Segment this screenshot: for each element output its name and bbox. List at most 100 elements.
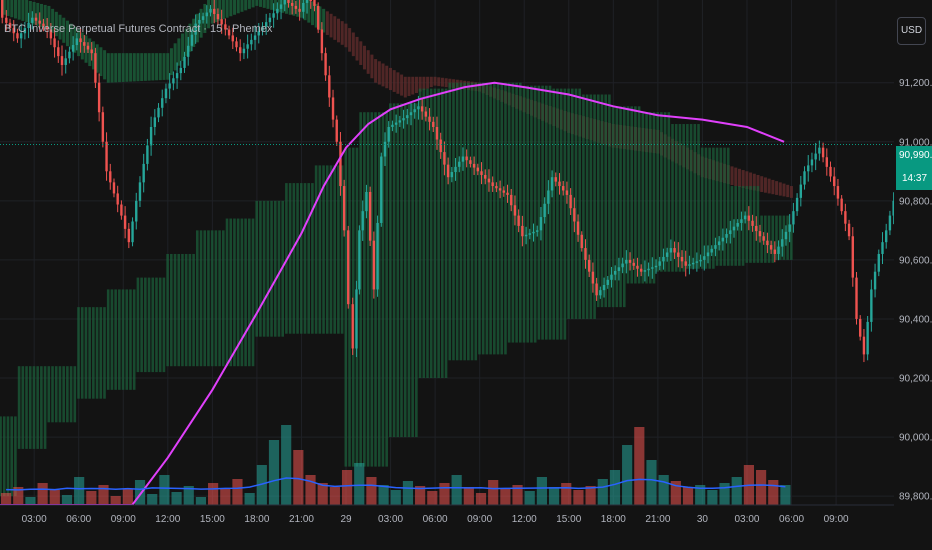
volume-bar bbox=[573, 490, 584, 505]
volume-bar bbox=[268, 440, 280, 505]
band-bar bbox=[463, 82, 466, 361]
band-bar bbox=[582, 94, 585, 319]
band-bar bbox=[151, 277, 155, 373]
band-bar bbox=[10, 416, 13, 497]
volume-ma-line bbox=[6, 477, 786, 491]
cloud-bar bbox=[771, 179, 775, 195]
chart-title: BTC Inverse Perpetual Futures Contract ·… bbox=[4, 23, 273, 35]
time-axis[interactable]: 03:00 06:00 09:00 12:00 15:00 18:00 21:00 29 03:… bbox=[22, 514, 849, 525]
candle-body bbox=[613, 270, 617, 275]
volume-bar bbox=[597, 479, 608, 505]
candle-body bbox=[543, 203, 546, 218]
cloud-bar bbox=[73, 26, 77, 53]
band-bar bbox=[526, 85, 530, 343]
cloud-bar bbox=[184, 28, 188, 57]
band-bar bbox=[155, 277, 158, 373]
x-tick-label: 21:00 bbox=[289, 514, 314, 525]
cloud-bar bbox=[65, 20, 69, 47]
cloud-bar bbox=[266, 0, 270, 9]
candle-body bbox=[721, 237, 725, 242]
x-tick-label: 09:00 bbox=[824, 514, 849, 525]
candle-body bbox=[355, 289, 358, 349]
band-bar bbox=[314, 165, 318, 334]
band-bar bbox=[106, 289, 110, 390]
cloud-bar bbox=[203, 3, 207, 33]
volume-bar bbox=[561, 483, 572, 505]
candle-body bbox=[376, 222, 379, 290]
band-bar bbox=[114, 289, 117, 390]
volume-bar bbox=[134, 480, 146, 505]
candle-body bbox=[636, 265, 639, 269]
cloud-bar bbox=[277, 0, 281, 12]
candle-body bbox=[235, 41, 238, 48]
cloud-bar bbox=[749, 172, 753, 190]
band-bar bbox=[233, 218, 236, 367]
candle-body bbox=[751, 220, 754, 226]
cloud-bar bbox=[117, 53, 121, 83]
cloud-bar bbox=[207, 0, 211, 29]
cloud-bar bbox=[221, 0, 225, 20]
candle-body bbox=[294, 5, 298, 9]
cloud-bar bbox=[129, 53, 133, 82]
x-tick-label: 09:00 bbox=[111, 514, 136, 525]
candle-body bbox=[387, 126, 390, 142]
cloud-bar bbox=[396, 72, 400, 94]
candle-body bbox=[5, 17, 8, 23]
volume-bar bbox=[402, 481, 414, 505]
candle-body bbox=[784, 231, 788, 240]
band-bar bbox=[455, 82, 459, 361]
cloud-bar bbox=[106, 53, 110, 83]
candle-body bbox=[398, 120, 402, 123]
candle-body bbox=[413, 109, 416, 113]
volume-bar bbox=[512, 485, 523, 505]
band-bar bbox=[140, 277, 143, 373]
candle-body bbox=[380, 156, 383, 223]
band-bar bbox=[548, 85, 552, 340]
candle-body bbox=[870, 289, 873, 322]
candle-body bbox=[825, 157, 829, 167]
band-bar bbox=[567, 88, 570, 319]
candle-body bbox=[665, 252, 669, 257]
band-bar bbox=[611, 106, 615, 308]
candle-body bbox=[688, 264, 691, 266]
band-bar bbox=[645, 112, 648, 284]
band-bar bbox=[32, 366, 36, 449]
cloud-bar bbox=[99, 47, 103, 77]
x-tick-label: 03:00 bbox=[378, 514, 403, 525]
band-bar bbox=[273, 200, 277, 337]
band-bar bbox=[648, 112, 652, 284]
x-tick-label: 12:00 bbox=[155, 514, 180, 525]
candle-body bbox=[227, 29, 231, 36]
band-bar bbox=[678, 124, 682, 272]
band-bar bbox=[578, 88, 582, 319]
price-axis[interactable]: 91,200.0 91,000.0 90,800.0 90,600.0 90,400.0… bbox=[899, 78, 932, 502]
band-bar bbox=[374, 112, 377, 467]
cloud-bar bbox=[140, 53, 144, 82]
candle-body bbox=[814, 153, 817, 160]
cloud-bar bbox=[403, 76, 407, 98]
volume-bar bbox=[281, 425, 292, 505]
volume-bar bbox=[634, 427, 645, 505]
cloud-bar bbox=[429, 76, 433, 88]
cloud-bar bbox=[422, 76, 426, 91]
cloud-bar bbox=[62, 17, 66, 43]
cloud-bar bbox=[336, 18, 340, 43]
band-bar bbox=[767, 215, 771, 263]
cloud-bar bbox=[58, 14, 62, 40]
candle-body bbox=[172, 78, 175, 84]
band-bar bbox=[58, 366, 62, 423]
x-tick-label: 15:00 bbox=[556, 514, 581, 525]
volume-bar bbox=[293, 450, 304, 505]
currency-button[interactable]: USD bbox=[897, 17, 926, 45]
volume-bar bbox=[147, 494, 158, 505]
band-bar bbox=[277, 200, 281, 337]
y-tick-label: 90,600.0 bbox=[899, 255, 932, 266]
candle-body bbox=[216, 14, 220, 20]
candle-body bbox=[821, 147, 825, 158]
cloud-bar bbox=[155, 53, 159, 81]
volume-bar bbox=[122, 489, 133, 505]
band-bar bbox=[80, 307, 84, 399]
x-tick-label: 30 bbox=[697, 514, 709, 525]
volume-bar bbox=[646, 460, 657, 505]
